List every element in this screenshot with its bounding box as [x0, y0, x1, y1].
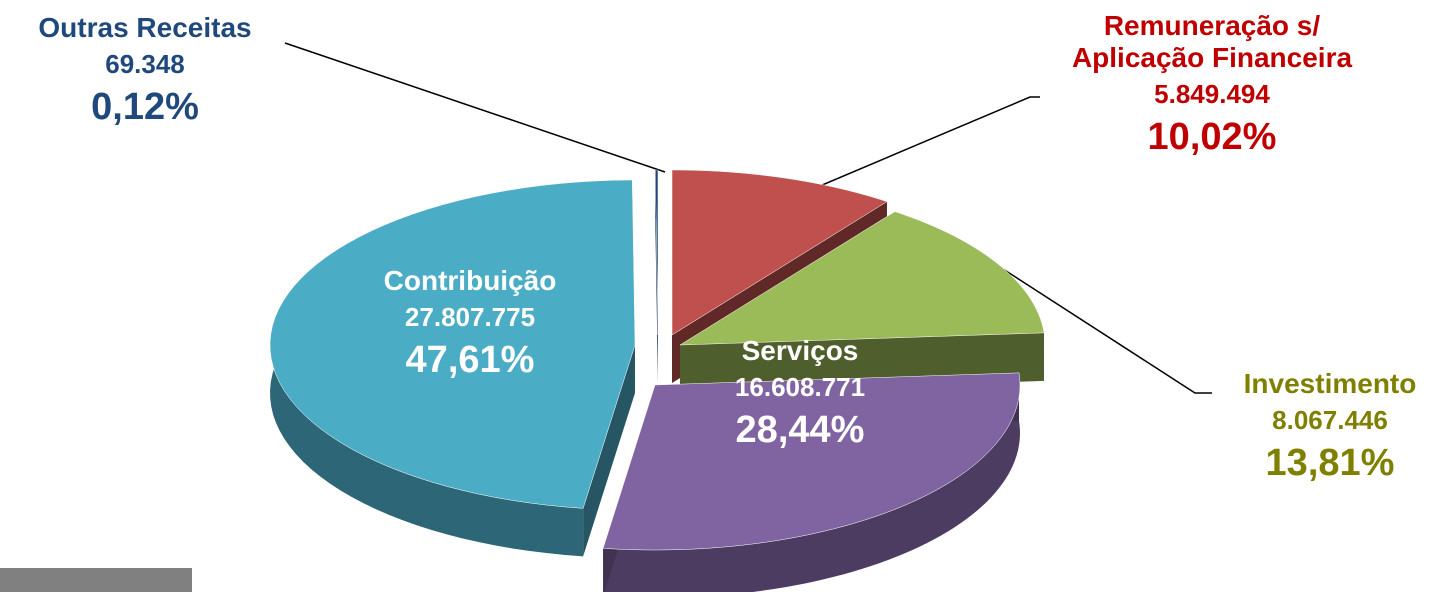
slice-label: Remuneração s/ Aplicação Financeira 5.849…: [1062, 10, 1362, 160]
category-label: Outras Receitas: [38, 12, 252, 43]
value-label: 8.067.446: [1272, 405, 1388, 436]
percentage-label: 10,02%: [1147, 116, 1277, 159]
category-label: Serviços: [741, 335, 859, 366]
percentage-label: 28,44%: [735, 409, 865, 452]
slice-label: Contribuição 27.807.775 47,61%: [340, 265, 600, 383]
percentage-label: 47,61%: [405, 339, 535, 382]
value-label: 69.348: [105, 49, 185, 80]
slice-label: Serviços 16.608.771 28,44%: [670, 335, 930, 453]
category-label: Contribuição: [383, 265, 557, 296]
corner-bar: [0, 568, 192, 592]
slice: [602, 372, 1021, 551]
leader-line: [284, 42, 666, 173]
value-label: 27.807.775: [404, 302, 536, 333]
slice: [671, 169, 888, 336]
percentage-label: 0,12%: [91, 86, 199, 129]
slice: [679, 211, 1045, 346]
slice-tops: [269, 169, 1045, 551]
leader-line: [954, 237, 1212, 394]
slice: [269, 179, 636, 509]
leader-line: [774, 96, 1040, 206]
category-label: Remuneração s/ Aplicação Financeira: [1071, 10, 1353, 74]
slice-label: Investimento 8.067.446 13,81%: [1200, 368, 1456, 486]
slice-wall: [583, 345, 635, 557]
slice: [654, 169, 659, 336]
slice-label: Outras Receitas 69.348 0,12%: [0, 12, 290, 130]
value-label: 16.608.771: [734, 372, 866, 403]
category-label: Investimento: [1243, 368, 1417, 399]
slice-side: [603, 372, 1020, 592]
percentage-label: 13,81%: [1265, 442, 1395, 485]
value-label: 5.849.494: [1154, 79, 1270, 110]
